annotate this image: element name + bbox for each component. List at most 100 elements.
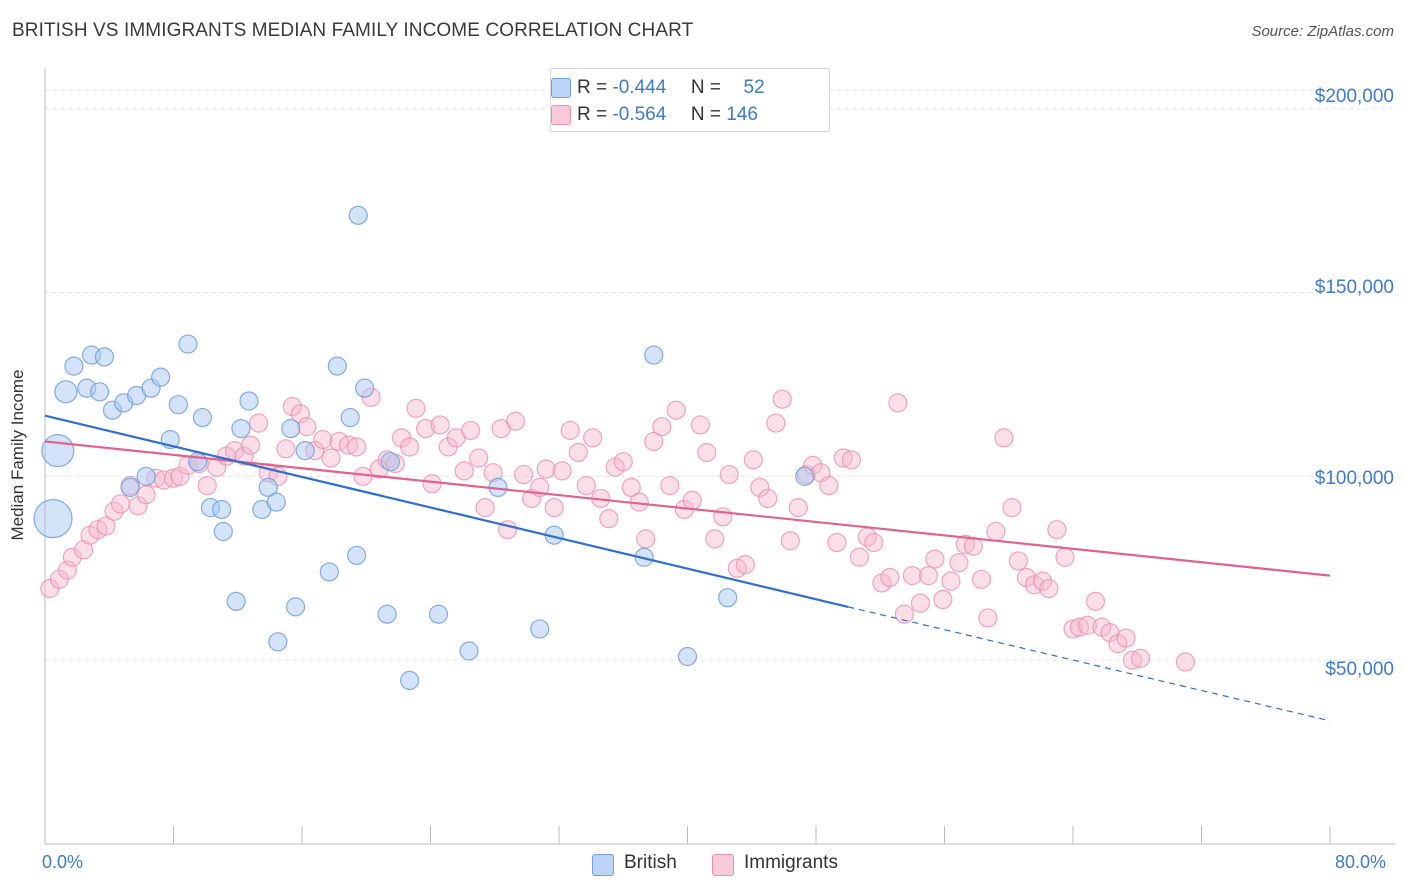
british-point bbox=[400, 670, 420, 691]
immigrants-point bbox=[522, 488, 542, 509]
immigrants-point bbox=[583, 428, 603, 448]
british-point bbox=[266, 492, 286, 512]
immigrants-point bbox=[1130, 648, 1151, 668]
immigrants-point bbox=[163, 468, 184, 488]
immigrants-point bbox=[788, 498, 808, 518]
immigrants-point bbox=[1122, 650, 1143, 670]
immigrants-point bbox=[660, 475, 680, 496]
immigrants-point bbox=[955, 534, 975, 554]
british-point bbox=[178, 334, 198, 354]
immigrants-point bbox=[841, 450, 861, 470]
british-point bbox=[428, 604, 449, 624]
immigrants-point bbox=[552, 461, 572, 481]
immigrants-point bbox=[454, 461, 474, 481]
trend-lines bbox=[44, 414, 1331, 722]
immigrants-point bbox=[971, 569, 992, 589]
british-point bbox=[285, 597, 306, 617]
immigrants-trend-line bbox=[44, 440, 1331, 577]
immigrants-point bbox=[1002, 498, 1022, 518]
immigrants-point bbox=[207, 457, 227, 477]
british-point bbox=[226, 591, 246, 611]
british-trend-line bbox=[44, 414, 849, 608]
immigrants-point bbox=[994, 428, 1014, 448]
immigrants-point bbox=[400, 437, 420, 457]
chart-title: BRITISH VS IMMIGRANTS MEDIAN FAMILY INCO… bbox=[12, 20, 694, 41]
immigrants-point bbox=[963, 536, 984, 556]
legend-label-immigrants: Immigrants bbox=[744, 852, 838, 873]
immigrants-point bbox=[568, 442, 588, 463]
immigrants-point bbox=[888, 393, 908, 413]
immigrants-point bbox=[690, 415, 710, 435]
british-point bbox=[192, 407, 213, 428]
immigrants-point bbox=[62, 547, 82, 567]
immigrants-point bbox=[910, 593, 931, 613]
x-tick-label: 80.0% bbox=[1335, 852, 1387, 872]
legend-row-british: R = -0.444 N = 52 bbox=[551, 77, 765, 99]
legend-n-value: 146 bbox=[726, 104, 758, 125]
immigrants-point bbox=[347, 437, 367, 457]
immigrants-point bbox=[136, 485, 156, 505]
immigrants-point bbox=[128, 496, 148, 516]
y-tick-label: $100,000 bbox=[1314, 468, 1394, 489]
immigrants-point bbox=[560, 420, 580, 441]
british-point bbox=[151, 367, 171, 387]
british-point bbox=[231, 418, 251, 439]
immigrants-point bbox=[57, 560, 78, 580]
british-point bbox=[41, 434, 75, 468]
immigrants-point bbox=[1116, 628, 1136, 648]
british-point bbox=[187, 452, 208, 472]
immigrants-point bbox=[1016, 567, 1037, 588]
legend-n-label: N = bbox=[690, 104, 721, 125]
x-tick-label: 0.0% bbox=[42, 852, 84, 872]
legend-r-value: -0.444 bbox=[612, 77, 667, 98]
immigrants-point bbox=[1008, 551, 1028, 571]
british-point bbox=[347, 545, 367, 566]
immigrants-point bbox=[941, 571, 961, 591]
british-point bbox=[136, 466, 156, 486]
immigrants-point bbox=[666, 400, 686, 420]
immigrants-point bbox=[576, 475, 596, 496]
british-point bbox=[319, 562, 339, 582]
axes bbox=[44, 68, 1395, 845]
legend-r-label: R = bbox=[577, 77, 608, 98]
y-tick-label: $50,000 bbox=[1325, 659, 1394, 680]
immigrants-point bbox=[766, 413, 786, 433]
immigrants-point bbox=[1055, 547, 1075, 567]
immigrants-point bbox=[422, 474, 442, 494]
immigrants-point bbox=[536, 459, 556, 479]
british-point bbox=[377, 604, 397, 624]
immigrants-point bbox=[652, 417, 672, 437]
immigrants-point bbox=[750, 477, 770, 498]
immigrants-point bbox=[1175, 652, 1196, 672]
british-point bbox=[340, 407, 360, 428]
immigrants-point bbox=[506, 411, 526, 431]
immigrants-point bbox=[1032, 571, 1053, 591]
british-trend-extension bbox=[847, 606, 1331, 722]
immigrants-point bbox=[978, 608, 998, 628]
british-point bbox=[281, 418, 301, 439]
legend-item-immigrants: Immigrants bbox=[712, 852, 838, 876]
legend-n-label: N = bbox=[690, 77, 721, 98]
immigrants-point bbox=[475, 498, 495, 518]
british-point bbox=[348, 205, 368, 225]
british-point bbox=[795, 466, 815, 486]
british-point bbox=[268, 632, 288, 652]
immigrants-point bbox=[406, 398, 426, 418]
immigrants-point bbox=[544, 498, 564, 518]
british-point bbox=[120, 477, 140, 498]
immigrants-point bbox=[772, 389, 792, 409]
immigrants-point bbox=[697, 442, 717, 463]
immigrants-point bbox=[833, 448, 853, 468]
immigrants-point bbox=[282, 396, 302, 417]
british-point bbox=[90, 382, 110, 402]
immigrants-point bbox=[430, 415, 450, 435]
immigrants-point bbox=[780, 531, 800, 551]
immigrants-point bbox=[1039, 578, 1059, 599]
immigrants-point bbox=[110, 494, 131, 514]
immigrants-point bbox=[902, 566, 922, 586]
british-point bbox=[213, 521, 233, 542]
immigrants-point bbox=[621, 477, 641, 498]
immigrants-point bbox=[849, 547, 869, 567]
grid-lines bbox=[45, 89, 1395, 661]
immigrants-point bbox=[1085, 591, 1106, 611]
